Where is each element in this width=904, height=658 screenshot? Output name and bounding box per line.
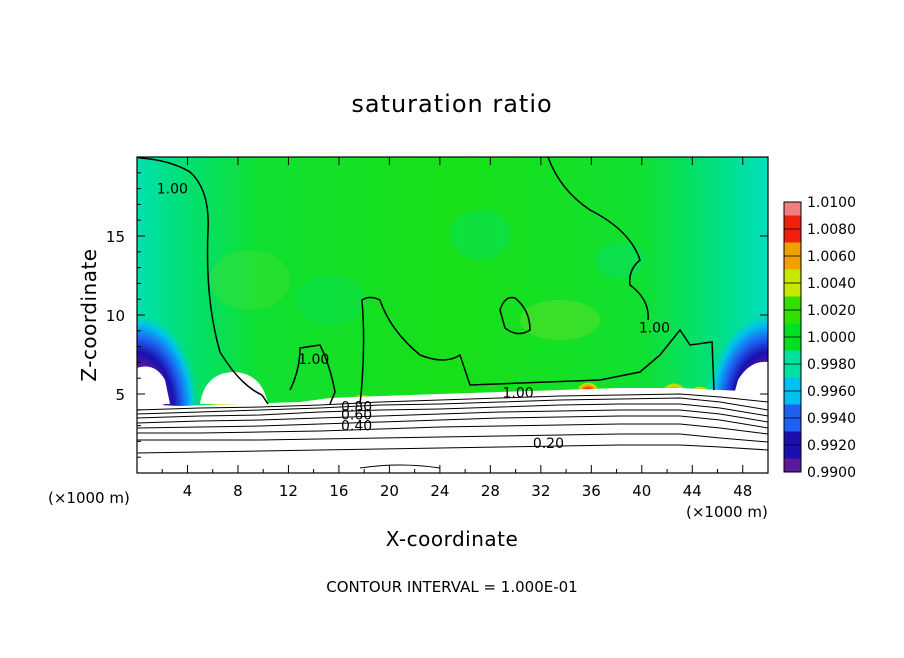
x-tick-label: 16 <box>329 482 348 500</box>
colorbar-swatch <box>784 418 801 432</box>
colorbar-label: 0.9960 <box>807 384 856 400</box>
colorbar-label: 0.9980 <box>807 357 856 373</box>
colorbar-swatch <box>784 256 801 270</box>
colorbar-label: 1.0060 <box>807 249 856 265</box>
colorbar-swatch <box>784 229 801 243</box>
colorbar-swatch <box>784 337 801 351</box>
x-tick-label: 12 <box>279 482 298 500</box>
colorbar-swatch <box>784 458 801 472</box>
colorbar-label: 0.9940 <box>807 411 856 427</box>
contour-labels: 1.00 1.00 1.00 1.00 0.800.600.40 0.20 <box>157 182 670 452</box>
colorbar-swatch <box>784 364 801 378</box>
colorbar-swatch <box>784 215 801 229</box>
x-tick-label: 20 <box>380 482 399 500</box>
colorbar-swatch <box>784 377 801 391</box>
x-tick-label: 24 <box>430 482 449 500</box>
contour-label: 1.00 <box>157 182 188 198</box>
y-tick-label: 15 <box>106 228 125 246</box>
contour-label: 0.60 <box>341 408 372 424</box>
colorbar-label: 1.0100 <box>807 195 856 211</box>
x-tick-label: 4 <box>183 482 193 500</box>
y-axis-ticks: 5 10 15 <box>106 172 768 458</box>
contour-label: 0.20 <box>533 436 564 452</box>
colorbar-swatch <box>784 431 801 445</box>
colorbar: 0.9900 0.9920 0.9940 0.9960 0.9980 1.0000 1.00… <box>783 195 856 481</box>
colorbar-swatch <box>784 202 801 216</box>
colorbar-swatch <box>784 391 801 405</box>
colorbar-label: 1.0000 <box>807 330 856 346</box>
colorbar-swatch <box>784 323 801 337</box>
contour-label: 0.40 <box>341 419 372 435</box>
colorbar-label: 0.9900 <box>807 465 856 481</box>
y-tick-label: 5 <box>115 386 125 404</box>
x-unit-label: (×1000 m) <box>686 503 768 521</box>
colorbar-label: 1.0040 <box>807 276 856 292</box>
colorbar-swatch <box>784 269 801 283</box>
colorbar-swatch <box>784 404 801 418</box>
x-tick-label: 28 <box>481 482 500 500</box>
contour-label: 1.00 <box>503 385 534 401</box>
x-axis-ticks: 4 8 12 16 20 24 28 32 36 40 44 48 <box>161 157 752 500</box>
contour-label: 1.00 <box>298 352 329 368</box>
contour-label: 0.80 <box>341 400 372 416</box>
x-tick-label: 8 <box>233 482 243 500</box>
x-tick-label: 32 <box>531 482 550 500</box>
colorbar-swatch <box>784 283 801 297</box>
x-tick-label: 48 <box>733 482 752 500</box>
colorbar-label: 1.0020 <box>807 303 856 319</box>
y-tick-label: 10 <box>106 307 125 325</box>
colorbar-label: 0.9920 <box>807 438 856 454</box>
contour-interval-text: CONTOUR INTERVAL = 1.000E-01 <box>326 578 577 596</box>
colorbar-swatch <box>784 296 801 310</box>
colorbar-swatch <box>784 242 801 256</box>
x-tick-label: 44 <box>683 482 702 500</box>
colorbar-swatch <box>784 445 801 459</box>
chart-title: saturation ratio <box>351 90 552 118</box>
saturation-field <box>137 157 768 473</box>
x-tick-label: 36 <box>582 482 601 500</box>
x-tick-label: 40 <box>632 482 651 500</box>
x-axis-title: X-coordinate <box>386 527 519 551</box>
colorbar-label: 1.0080 <box>807 222 856 238</box>
colorbar-swatch <box>784 350 801 364</box>
y-axis-title: Z-coordinate <box>77 248 101 381</box>
colorbar-swatch <box>784 310 801 324</box>
z-unit-label: (×1000 m) <box>48 489 130 507</box>
contour-label: 1.00 <box>639 321 670 337</box>
